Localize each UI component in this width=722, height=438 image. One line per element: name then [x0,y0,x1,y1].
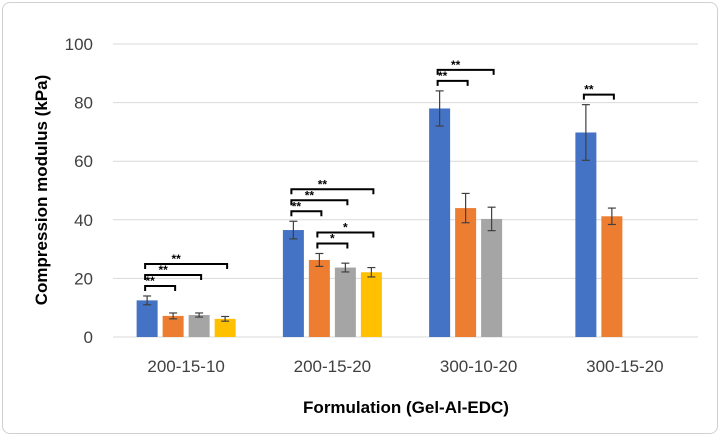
significance-label: ** [451,58,461,72]
significance-label: ** [305,188,315,202]
x-tick-label: 300-10-20 [440,357,518,376]
x-axis-ticks: 200-15-10 200-15-20 300-10-20 300-15-20 [147,357,663,376]
bar [455,208,477,337]
y-tick-label: 0 [84,328,93,347]
significance-bracket [290,188,375,195]
x-tick-label: 300-15-20 [586,357,664,376]
bar [481,218,503,337]
significance-label: ** [292,199,302,213]
bar [601,216,623,337]
significance-label: ** [438,69,448,83]
bar [214,318,236,337]
y-tick-label: 80 [74,94,93,113]
y-tick-label: 100 [65,35,93,54]
error-bars [143,90,616,322]
significance-bracket [436,68,495,75]
bar [136,300,158,337]
bar [282,230,304,337]
y-axis-title: Compression modulus (kPa) [32,75,51,305]
significance-bracket [436,79,469,86]
significance-bracket [582,93,615,100]
significance-brackets: ******************** [144,58,615,291]
significance-label: * [330,231,335,245]
y-tick-label: 60 [74,152,93,171]
x-tick-label: 200-15-10 [147,357,225,376]
bars [136,108,623,338]
significance-bracket [144,262,229,269]
significance-bracket [144,284,177,291]
y-tick-label: 20 [74,269,93,288]
significance-label: ** [171,252,181,266]
bar [360,272,382,337]
significance-bracket [316,242,349,249]
x-tick-label: 200-15-20 [294,357,372,376]
significance-label: ** [158,263,168,277]
bar [162,315,184,337]
significance-label: ** [584,83,594,97]
y-axis-ticks: 0 20 40 60 80 100 [65,35,93,347]
significance-label: * [343,220,348,234]
significance-bracket [290,199,349,206]
chart-frame [2,2,718,434]
significance-bracket [290,210,323,217]
bar [308,259,330,337]
x-axis-title: Formulation (Gel-Al-EDC) [303,398,509,417]
bar [188,315,210,337]
gridlines [113,43,698,338]
y-tick-label: 40 [74,211,93,230]
significance-label: ** [145,274,155,288]
bar [429,108,451,338]
significance-label: ** [318,177,328,191]
significance-bracket [316,231,375,238]
bar [575,132,597,337]
significance-bracket [144,273,203,280]
bar [334,267,356,337]
